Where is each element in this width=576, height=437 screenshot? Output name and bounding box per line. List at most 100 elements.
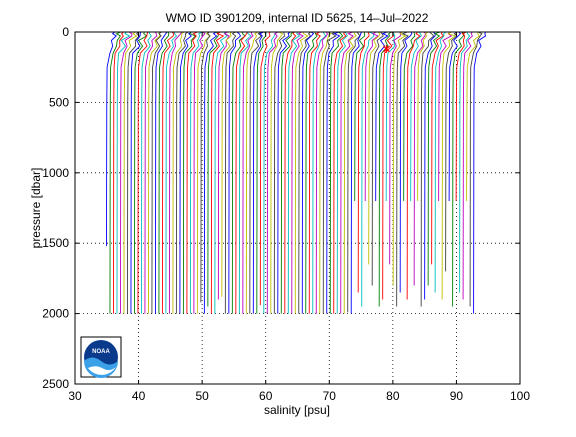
profile-line <box>113 31 124 314</box>
latest-profile-marker <box>383 44 390 53</box>
profile-line <box>396 31 409 307</box>
x-axis-label: salinity [psu] <box>264 403 330 417</box>
profile-line <box>466 31 480 201</box>
profile-line <box>399 31 413 293</box>
profile-line <box>200 31 211 303</box>
profile-line <box>287 31 301 314</box>
profile-line <box>238 31 252 314</box>
y-tick-label: 2500 <box>42 377 69 391</box>
profile-line <box>389 31 402 265</box>
profile-line <box>193 31 206 314</box>
profile-line <box>186 31 198 314</box>
profile-line <box>266 31 279 314</box>
profile-line <box>172 31 185 314</box>
profile-line <box>106 31 117 247</box>
profile-line <box>364 31 379 201</box>
profile-line <box>175 31 189 314</box>
profile-line <box>301 31 315 314</box>
svg-text:NOAA: NOAA <box>92 349 110 355</box>
profile-line <box>431 31 445 265</box>
profile-line <box>319 31 332 314</box>
profile-line <box>224 31 237 314</box>
profile-line <box>378 31 392 307</box>
profile-line <box>427 31 441 286</box>
profile-line <box>158 31 170 314</box>
profile-line <box>249 31 263 314</box>
profile-line <box>445 31 458 272</box>
profile-line <box>179 31 192 314</box>
profile-line <box>221 31 232 297</box>
profile-line <box>322 31 337 314</box>
profile-line <box>140 31 152 314</box>
profile-line <box>410 31 422 201</box>
profile-line <box>168 31 183 314</box>
profile-line <box>116 31 131 314</box>
profile-line <box>235 31 249 314</box>
profile-line <box>375 31 389 201</box>
profile-line <box>280 31 294 314</box>
profile-line <box>189 31 203 314</box>
profile-line <box>459 31 471 293</box>
profile-line <box>217 31 230 300</box>
profile-line <box>371 31 384 286</box>
profile-line <box>368 31 381 265</box>
profile-line <box>417 31 429 201</box>
profile-line <box>127 31 140 314</box>
profile-line <box>228 31 242 314</box>
profile-line <box>109 31 122 314</box>
profile-line <box>434 31 447 293</box>
profile-line <box>448 31 462 201</box>
profile-line <box>350 31 362 314</box>
x-tick-label: 70 <box>323 389 337 403</box>
profile-line <box>291 31 304 314</box>
profile-line <box>392 31 407 286</box>
y-tick-label: 2000 <box>42 307 69 321</box>
profile-line <box>452 31 465 307</box>
profile-line <box>242 31 254 314</box>
profile-line <box>361 31 375 307</box>
profile-line <box>333 31 347 314</box>
profile-line <box>473 31 487 314</box>
profile-line <box>277 31 291 314</box>
profile-line <box>144 31 158 314</box>
x-tick-label: 60 <box>259 389 273 403</box>
profile-line <box>161 31 175 314</box>
profile-line <box>305 31 318 314</box>
profile-line <box>326 31 341 314</box>
profile-line <box>133 31 148 314</box>
profile-line <box>252 31 265 314</box>
x-tick-label: 100 <box>510 389 530 403</box>
profile-line <box>357 31 370 293</box>
y-tick-label: 0 <box>62 25 69 39</box>
chart-title: WMO ID 3901209, internal ID 5625, 14–Jul… <box>166 11 429 25</box>
profile-line <box>137 31 149 314</box>
profile-line <box>420 31 435 307</box>
profile-line <box>273 31 286 314</box>
profile-line <box>182 31 197 314</box>
profile-line <box>231 31 246 314</box>
profile-line <box>343 31 357 314</box>
x-tick-label: 40 <box>132 389 146 403</box>
profile-line <box>210 31 225 314</box>
profile-line <box>315 31 328 314</box>
profile-line <box>308 31 321 314</box>
profile-line <box>424 31 436 300</box>
x-tick-label: 80 <box>386 389 400 403</box>
profile-line <box>312 31 327 314</box>
profile-line <box>347 31 361 313</box>
profile-line <box>403 31 416 201</box>
y-tick-label: 1000 <box>42 166 69 180</box>
profile-line <box>329 31 344 314</box>
profile-line <box>455 31 467 201</box>
profile-line <box>385 31 396 201</box>
x-tick-label: 90 <box>450 389 464 403</box>
y-tick-label: 500 <box>49 95 69 109</box>
noaa-logo: NOAA <box>80 336 122 378</box>
x-tick-label: 50 <box>195 389 209 403</box>
y-tick-label: 1500 <box>42 236 69 250</box>
x-tick-label: 30 <box>68 389 82 403</box>
grid-layer <box>75 32 520 384</box>
profile-line <box>462 31 473 300</box>
profile-line <box>406 31 421 300</box>
